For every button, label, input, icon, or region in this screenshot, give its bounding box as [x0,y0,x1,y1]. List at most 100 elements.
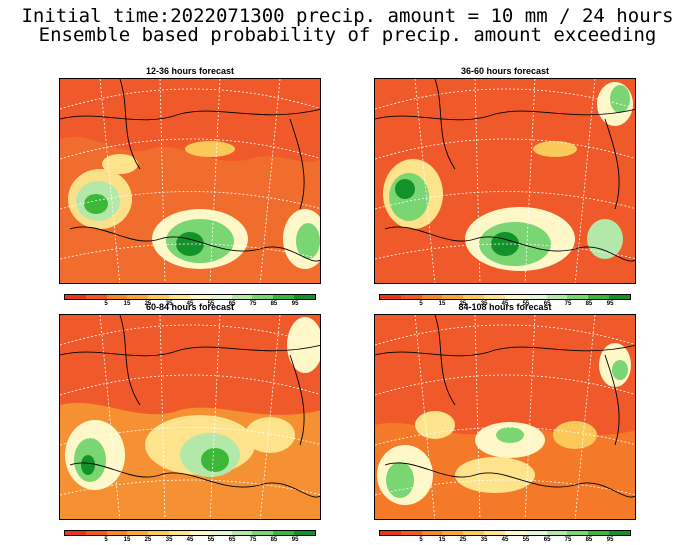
legend-tick: 35 [480,537,488,543]
legend-swatch [65,531,86,535]
legend-tick: 5 [104,537,108,543]
legend-swatch [294,531,315,535]
legend-swatch [273,531,295,535]
legend-swatch [546,531,568,535]
legend-tick: 15 [438,537,446,543]
legend: 5 15 25 35 45 55 65 75 85 95 [64,530,316,545]
legend-tick: 95 [291,301,299,307]
legend-swatch [106,295,128,299]
legend-swatch [525,295,547,299]
panel-title: 60-84 hours forecast [145,302,235,312]
legend-tick: 45 [186,537,194,543]
legend-tick: 25 [459,537,467,543]
legend-swatch [210,295,232,299]
legend-tick: 55 [207,301,215,307]
legend-tick: 55 [522,301,530,307]
legend-swatch [189,295,211,299]
legend-tick: 45 [501,537,509,543]
panel-title: 36-60 hours forecast [460,66,550,76]
legend-ticks: 5 15 25 35 45 55 65 75 85 95 [379,300,631,310]
probability-map [374,314,636,520]
legend-bar [379,294,631,300]
legend-swatch [463,295,485,299]
legend-swatch [400,295,422,299]
legend: 5 15 25 35 45 55 65 75 85 95 [379,530,631,545]
legend-swatch [546,295,568,299]
legend-swatch [85,295,107,299]
probability-map [59,314,321,520]
legend-tick: 65 [228,537,236,543]
legend-swatch [169,531,190,535]
legend-tick: 85 [585,537,593,543]
legend-tick: 25 [459,301,467,307]
legend-tick: 75 [249,301,257,307]
legend-swatch [567,295,589,299]
legend-tick: 25 [144,301,152,307]
legend-tick: 45 [501,301,509,307]
figure-title-line1: Initial time:2022071300 precip. amount =… [21,5,674,27]
legend-tick: 15 [123,301,131,307]
legend-swatch [148,295,170,299]
legend-tick: 5 [104,301,108,307]
legend-bar [64,530,316,536]
legend-swatch [106,531,128,535]
legend-swatch [525,531,547,535]
legend-swatch [252,531,274,535]
legend-swatch [504,531,526,535]
legend-swatch [380,531,401,535]
legend-tick: 45 [186,301,194,307]
map-svg [60,315,320,519]
legend-tick: 75 [564,301,572,307]
probability-map [59,78,321,284]
legend-swatch [609,295,630,299]
panel-title: 84-108 hours forecast [458,302,552,312]
legend-swatch [400,531,422,535]
legend-swatch [169,295,190,299]
legend-swatch [588,531,610,535]
legend-tick: 65 [543,537,551,543]
legend-ticks: 5 15 25 35 45 55 65 75 85 95 [64,536,316,545]
legend-tick: 85 [585,301,593,307]
legend-swatch [127,531,149,535]
legend-tick: 15 [123,537,131,543]
legend-swatch [380,295,401,299]
legend-tick: 5 [419,301,423,307]
legend-tick: 95 [606,537,614,543]
legend-tick: 35 [165,537,173,543]
legend-swatch [421,531,443,535]
legend-swatch [85,531,107,535]
legend-swatch [484,295,505,299]
legend-bar [64,294,316,300]
legend-tick: 95 [291,537,299,543]
legend-tick: 95 [606,301,614,307]
figure-title-line2: Ensemble based probability of precip. am… [38,24,657,46]
legend-tick: 65 [228,301,236,307]
legend-tick: 35 [165,301,173,307]
legend-tick: 55 [207,537,215,543]
legend-swatch [273,295,295,299]
legend: 5 15 25 35 45 55 65 75 85 95 [379,294,631,312]
legend-swatch [442,531,464,535]
legend-swatch [127,295,149,299]
legend-swatch [231,295,253,299]
legend-swatch [463,531,485,535]
legend-swatch [189,531,211,535]
legend-bar [379,530,631,536]
legend-swatch [421,295,443,299]
legend-tick: 65 [543,301,551,307]
legend-swatch [231,531,253,535]
legend-tick: 85 [270,537,278,543]
legend-swatch [504,295,526,299]
legend-ticks: 5 15 25 35 45 55 65 75 85 95 [64,300,316,310]
legend-tick: 75 [564,537,572,543]
legend-swatch [65,295,86,299]
legend-tick: 15 [438,301,446,307]
legend-swatch [210,531,232,535]
probability-map [374,78,636,284]
map-svg [375,79,635,283]
legend-swatch [148,531,170,535]
map-svg [60,79,320,283]
legend-tick: 25 [144,537,152,543]
legend-swatch [588,295,610,299]
